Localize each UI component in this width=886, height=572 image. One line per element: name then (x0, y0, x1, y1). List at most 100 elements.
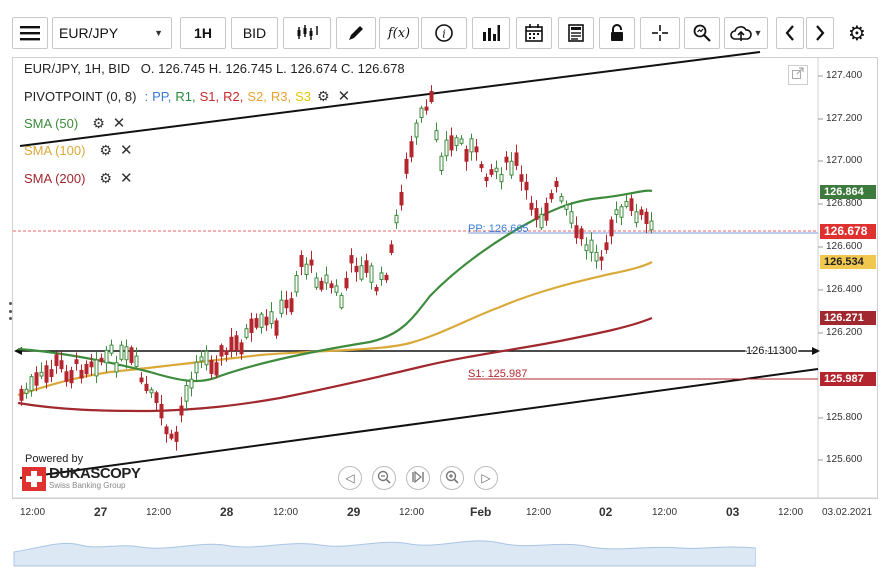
x-tick-label: 12:00 (526, 507, 552, 518)
report-button[interactable] (558, 17, 594, 49)
side-drag-handle[interactable] (9, 302, 13, 320)
candle-body (114, 362, 119, 373)
x-tick-label: 12:00 (652, 507, 678, 518)
candle-body (534, 208, 539, 220)
sma-100-line (17, 261, 653, 397)
symbol-selector[interactable]: EUR/JPY ▼ (52, 17, 172, 49)
candle-body (49, 369, 54, 378)
candle-body (264, 316, 269, 326)
price-type-label: BID (242, 25, 267, 41)
candle-body (589, 239, 594, 253)
settings-button[interactable]: ⚙ (846, 22, 868, 45)
candle-body (419, 107, 424, 119)
x-tick-label: 12:00 (778, 507, 804, 518)
candle-body (174, 431, 179, 442)
cloud-button[interactable]: ▼ (724, 17, 768, 49)
volume-button[interactable] (472, 17, 510, 49)
candle-body (169, 433, 174, 439)
sma-200-legend[interactable]: SMA (200) ⚙ ✕ (24, 169, 133, 188)
candle-body (479, 164, 484, 169)
gear-icon[interactable]: ⚙ (99, 141, 112, 158)
candle-body (314, 277, 319, 288)
candle-body (34, 372, 39, 386)
sma-100-legend[interactable]: SMA (100) ⚙ ✕ (24, 141, 133, 160)
y-tick-label: 126.600 (826, 241, 863, 252)
menu-button[interactable] (12, 17, 48, 49)
close-icon[interactable]: ✕ (112, 115, 126, 132)
candle-body (594, 251, 599, 262)
zoom-in-icon (445, 470, 459, 487)
chart-type-button[interactable] (283, 17, 331, 49)
x-tick-label: 03 (726, 505, 740, 519)
scroll-right-button[interactable] (806, 17, 834, 49)
scroll-left-button[interactable] (776, 17, 804, 49)
lower-trendline[interactable] (19, 368, 819, 479)
expand-button[interactable] (788, 65, 808, 85)
lock-button[interactable] (599, 17, 635, 49)
candle-body (59, 360, 64, 370)
candle-body (494, 167, 499, 173)
pan-left-button[interactable]: ◁ (338, 466, 362, 490)
candle-body (449, 135, 454, 151)
x-tick-label: Feb (470, 505, 492, 519)
candle-body (164, 426, 169, 435)
candle-body (604, 242, 609, 251)
hline-label: 126.11300 (746, 345, 797, 357)
upper-trendline[interactable] (19, 51, 761, 147)
zoom-button[interactable] (684, 17, 720, 49)
candle-body (439, 155, 444, 171)
close-icon[interactable]: ✕ (337, 88, 351, 105)
chart-panel[interactable] (12, 57, 878, 499)
candle-body (294, 275, 299, 293)
candle-body (489, 169, 494, 175)
candle-body (514, 152, 519, 166)
candle-body (634, 211, 639, 224)
close-icon[interactable]: ✕ (119, 142, 133, 159)
symbol-label: EUR/JPY (59, 25, 119, 41)
candle-body (214, 362, 219, 376)
crosshair-button[interactable] (640, 17, 680, 49)
pivot-pp: PP, (152, 88, 172, 104)
candle-body (309, 259, 314, 266)
candle-body (154, 392, 159, 403)
draw-button[interactable] (336, 17, 376, 49)
zoom-out-button[interactable] (372, 466, 396, 490)
gear-icon[interactable]: ⚙ (317, 87, 330, 104)
candle-body (244, 328, 249, 338)
candle-body (379, 272, 384, 280)
candle-body (434, 130, 439, 141)
y-tick-label: 126.200 (826, 327, 863, 338)
candle-body (584, 244, 589, 252)
candle-body (109, 344, 114, 354)
candle-body (284, 299, 289, 309)
zoom-in-button[interactable] (440, 466, 464, 490)
candle-body (209, 359, 214, 374)
candle-body (334, 285, 339, 293)
gear-icon[interactable]: ⚙ (99, 169, 112, 186)
cloud-upload-icon (729, 25, 752, 41)
pivot-legend[interactable]: PIVOTPOINT (0, 8) : PP, R1, S1, R2, S2, … (24, 87, 351, 106)
gear-icon[interactable]: ⚙ (92, 114, 105, 131)
candle-body (299, 255, 304, 267)
close-icon[interactable]: ✕ (119, 170, 133, 187)
indicators-button[interactable]: f(x) (379, 17, 419, 49)
price-type-button[interactable]: BID (231, 17, 278, 49)
candle-body (339, 294, 344, 309)
gear-icon: ⚙ (848, 22, 866, 45)
candle-body (354, 265, 359, 273)
info-button[interactable]: i (421, 17, 467, 49)
candle-body (219, 345, 224, 357)
chevron-down-icon: ▼ (154, 28, 163, 38)
candle-body (399, 191, 404, 206)
candle-body (24, 388, 29, 394)
candle-body (79, 369, 84, 379)
candle-body (259, 313, 264, 328)
candle-body (344, 277, 349, 289)
candle-body (329, 283, 334, 289)
reset-view-button[interactable] (406, 466, 430, 490)
timeframe-button[interactable]: 1H (180, 17, 226, 49)
sma-50-legend[interactable]: SMA (50) ⚙ ✕ (24, 114, 126, 133)
pan-right-button[interactable]: ▷ (474, 466, 498, 490)
calendar-button[interactable] (516, 17, 552, 49)
